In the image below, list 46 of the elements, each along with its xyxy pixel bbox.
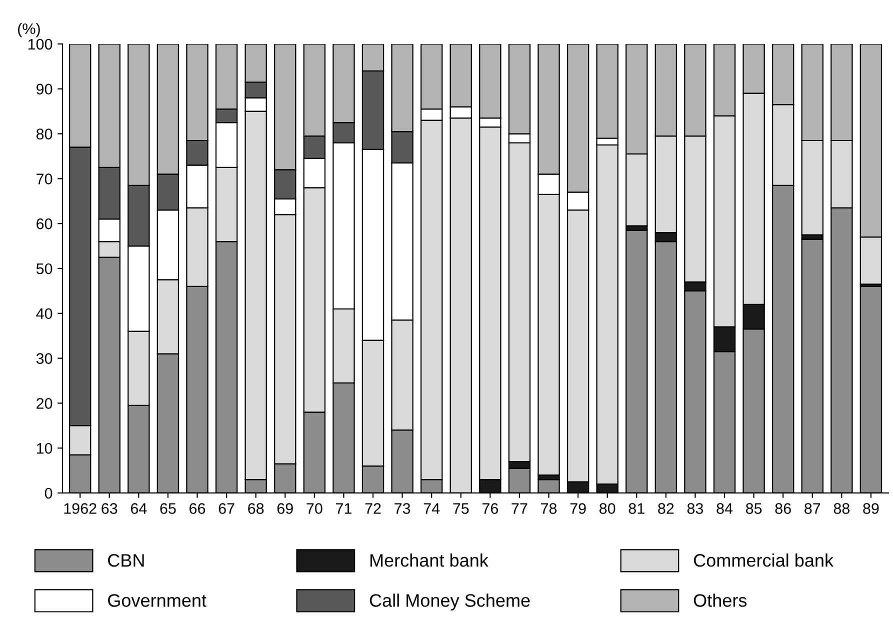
- x-tick-label: 65: [160, 503, 176, 514]
- y-tick-label: 30: [36, 353, 52, 364]
- x-tick-label: 71: [336, 503, 352, 514]
- x-tick-label: 66: [190, 503, 206, 514]
- x-tick-label: 84: [716, 503, 733, 514]
- y-tick-label: 80: [36, 128, 52, 140]
- y-tick-label: 0: [44, 488, 52, 499]
- y-axis-title: (%): [18, 22, 40, 38]
- y-tick-label: 10: [36, 442, 52, 454]
- x-tick-label: 69: [277, 503, 293, 514]
- x-tick-label: 88: [834, 503, 850, 514]
- x-tick-label: 78: [541, 503, 557, 514]
- x-tick-label: 70: [306, 503, 322, 514]
- y-tick-label: 50: [36, 263, 52, 274]
- y-tick-label: 20: [36, 398, 52, 409]
- x-tick-label: 81: [628, 503, 644, 514]
- x-tick-label: 82: [658, 503, 674, 514]
- x-tick-label: 73: [394, 503, 410, 514]
- x-tick-label: 83: [687, 503, 704, 514]
- x-tick-label: 77: [512, 503, 528, 514]
- x-tick-label: 72: [365, 503, 381, 514]
- y-tick-label: 90: [36, 84, 52, 95]
- x-tick-label: 1962: [64, 503, 96, 514]
- x-tick-label: 68: [248, 503, 264, 514]
- x-tick-label: 85: [746, 503, 762, 514]
- x-tick-label: 67: [218, 503, 234, 514]
- x-tick-label: 74: [424, 503, 440, 514]
- legend-label: Government: [108, 594, 206, 607]
- x-tick-label: 63: [102, 503, 118, 514]
- y-tick-label: 60: [36, 218, 52, 230]
- legend-label: Others: [694, 594, 747, 607]
- x-tick-label: 80: [600, 503, 616, 514]
- x-tick-label: 79: [570, 503, 586, 514]
- legend-label: CBN: [108, 554, 144, 567]
- x-tick-label: 75: [453, 503, 469, 514]
- x-tick-label: 89: [863, 503, 879, 514]
- y-tick-label: 70: [36, 174, 52, 184]
- x-tick-label: 87: [804, 503, 820, 514]
- y-tick-label: 40: [36, 308, 52, 320]
- legend-label: Call Money Scheme: [370, 594, 530, 610]
- y-tick-label: 100: [28, 38, 52, 50]
- x-tick-label: 86: [775, 503, 791, 514]
- x-tick-label: 64: [130, 503, 147, 514]
- x-tick-label: 76: [482, 503, 498, 514]
- legend-label: Merchant bank: [370, 554, 488, 567]
- legend-label: Commercial bank: [694, 554, 834, 567]
